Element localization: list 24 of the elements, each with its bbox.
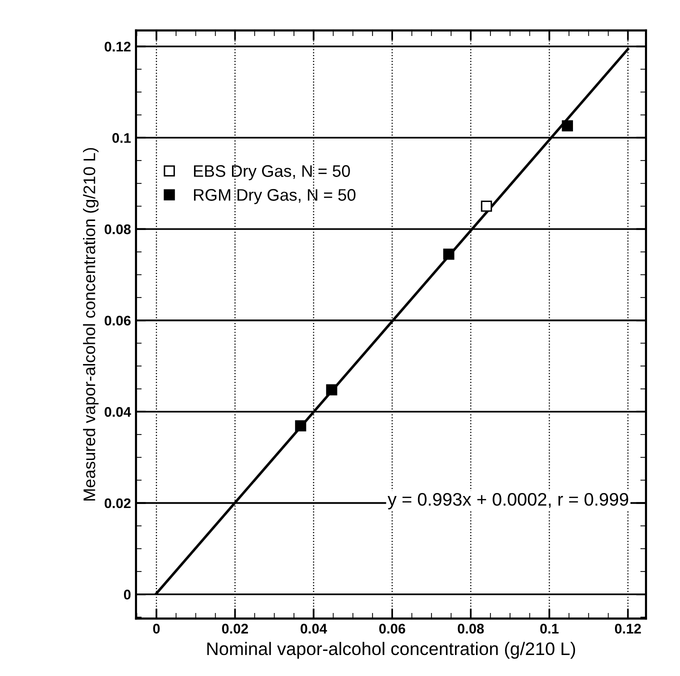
point [443, 248, 454, 260]
legend-label: EBS Dry Gas, N = 50 [194, 165, 350, 180]
annotation: y = 0.993x + 0.0002, r = 0.999 [388, 492, 628, 510]
y-tick-label: 0.08 [104, 224, 131, 234]
y-tick-label: 0.04 [104, 407, 132, 417]
x-tick-label: 0.1 [540, 624, 559, 634]
x-tick-label: 0.04 [300, 624, 328, 634]
y-tick-label: 0 [124, 590, 131, 600]
y-tick-label: 0.02 [104, 498, 131, 508]
x-tick-label: 0.06 [379, 624, 406, 634]
point [480, 200, 492, 212]
y-tick-label: 0.06 [104, 316, 131, 326]
legend-label: RGM Dry Gas, N = 50 [194, 189, 356, 204]
point [562, 120, 573, 132]
x-tick-label: 0.02 [222, 624, 248, 634]
x-tick-label: 0.12 [614, 624, 641, 634]
x-tick-label: 0.08 [458, 624, 484, 634]
x-axis-title: Nominal vapor-alcohol concentration (g/210 L) [207, 642, 576, 659]
y-tick-label: 0.12 [104, 42, 131, 52]
point [326, 384, 338, 396]
y-axis-title: Measured vapor-alcohol concentration (g/210 L) [83, 148, 99, 501]
x-tick-label: 0 [153, 624, 160, 634]
y-tick-label: 0.1 [112, 133, 131, 143]
point [295, 420, 306, 432]
